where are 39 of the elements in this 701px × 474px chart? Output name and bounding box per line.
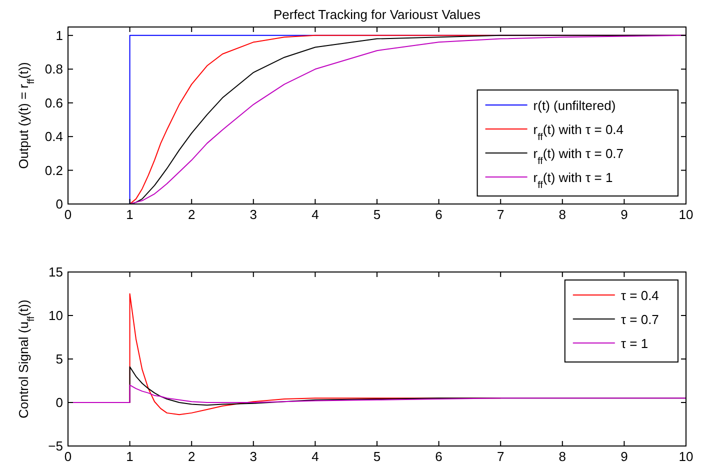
x-tick-label: 1 xyxy=(126,449,134,464)
y-tick-label: 10 xyxy=(48,308,63,323)
x-tick-label: 10 xyxy=(678,449,694,464)
y-tick-label: 0 xyxy=(56,395,63,410)
y-tick-label: −5 xyxy=(48,438,63,454)
y-tick-label: 5 xyxy=(56,352,63,366)
legend-label: r$_{ff}$(t) with τ = 1 xyxy=(533,170,613,190)
chart-title: Perfect Tracking for Variousτ Values xyxy=(274,7,481,22)
y-tick-label: 0.2 xyxy=(44,162,63,178)
x-tick-label: 3 xyxy=(250,207,258,222)
y-tick-label: 1 xyxy=(56,28,63,43)
x-tick-label: 8 xyxy=(558,207,566,222)
x-tick-label: 5 xyxy=(373,449,381,464)
x-tick-label: 9 xyxy=(620,207,628,222)
y-tick-label: 0.6 xyxy=(44,95,63,110)
x-tick-label: 9 xyxy=(620,449,628,464)
x-tick-label: 7 xyxy=(496,207,504,222)
legend-label: τ = 0.7 xyxy=(620,312,659,327)
x-tick-label: 6 xyxy=(435,449,442,464)
x-tick-label: 10 xyxy=(678,207,694,222)
x-tick-label: 5 xyxy=(373,207,381,222)
y-tick-label: 0.8 xyxy=(44,62,63,77)
x-tick-label: 8 xyxy=(558,449,566,464)
legend-label: r(t) (unfiltered) xyxy=(533,98,616,113)
x-tick-label: 6 xyxy=(435,207,442,222)
x-tick-label: 7 xyxy=(496,449,504,464)
y-tick-label: 15 xyxy=(48,264,63,280)
x-tick-label: 1 xyxy=(126,207,134,222)
legend-label: r$_{ff}$(t) with τ = 0.4 xyxy=(533,122,624,142)
x-tick-label: 4 xyxy=(312,207,319,222)
y-tick-label: 0 xyxy=(56,196,63,212)
legend-label: r$_{ff}$(t) with τ = 0.7 xyxy=(533,146,624,166)
x-tick-label: 2 xyxy=(188,449,196,464)
x-tick-label: 2 xyxy=(188,207,196,222)
y-tick-label: 0.4 xyxy=(44,129,63,144)
legend-label: τ = 0.4 xyxy=(620,288,659,303)
legend-label: τ = 1 xyxy=(620,336,648,351)
x-tick-label: 3 xyxy=(250,449,258,464)
x-tick-label: 4 xyxy=(312,449,319,464)
